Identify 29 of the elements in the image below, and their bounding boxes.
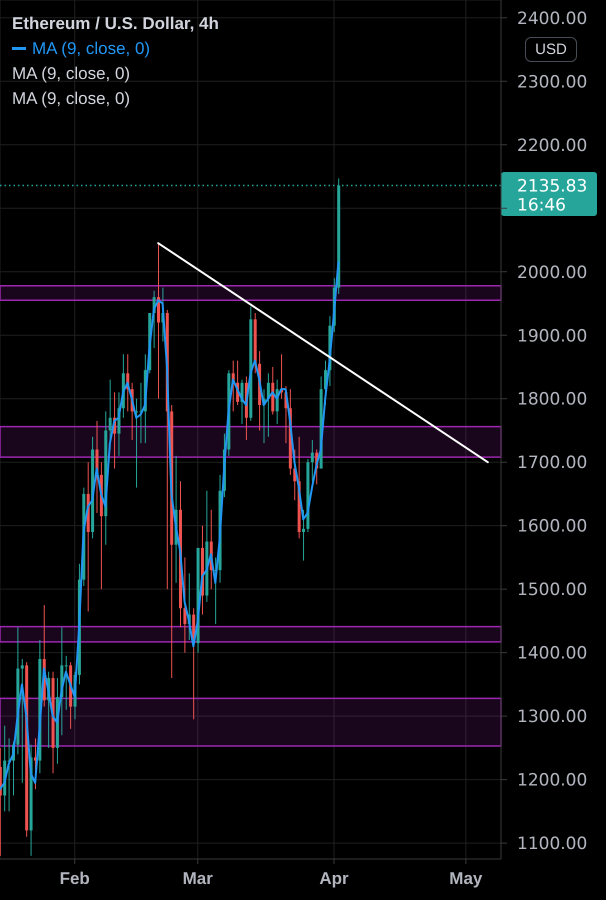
annotation: MA (9, close, 0) bbox=[12, 88, 132, 110]
text: 16:46 bbox=[517, 195, 566, 216]
ref-line-label: 2135.83 bbox=[517, 176, 588, 196]
y-tick-label: 1700.00 bbox=[517, 453, 588, 474]
annotation: MA (9, close, 0) bbox=[12, 63, 132, 85]
text: Ethereum / U.S. Dollar, 4h bbox=[12, 13, 219, 35]
x-tick-label: May bbox=[449, 869, 483, 888]
candlestick bbox=[64, 655, 68, 710]
x-tick-label: Mar bbox=[182, 869, 214, 888]
y-tick-label: 1600.00 bbox=[517, 516, 588, 537]
y-tick-label: 1400.00 bbox=[517, 644, 588, 664]
y-tick-label: 2300.00 bbox=[517, 72, 588, 92]
legend-label: MA (9, close, 0) bbox=[32, 38, 150, 60]
y-tick-label: 1500.00 bbox=[517, 580, 588, 600]
y-tick-label: 1100.00 bbox=[517, 834, 588, 854]
y-tick-label: 2400.00 bbox=[517, 8, 588, 29]
y-tick-label: 1300.00 bbox=[517, 707, 588, 728]
y-tick-label: 1200.00 bbox=[517, 770, 588, 791]
candlestick bbox=[20, 658, 24, 784]
candlestick bbox=[310, 439, 314, 482]
y-tick-label: 1900.00 bbox=[517, 326, 588, 346]
candlestick bbox=[183, 556, 186, 654]
y-tick-label: 2000.00 bbox=[517, 262, 588, 283]
y-tick-label: 1800.00 bbox=[517, 390, 588, 410]
x-tick-label: Feb bbox=[60, 869, 90, 888]
x-tick-label: Apr bbox=[319, 869, 350, 888]
y-tick-label: 2200.00 bbox=[517, 136, 588, 156]
candlestick bbox=[302, 509, 306, 562]
currency-button: USD bbox=[525, 37, 577, 62]
